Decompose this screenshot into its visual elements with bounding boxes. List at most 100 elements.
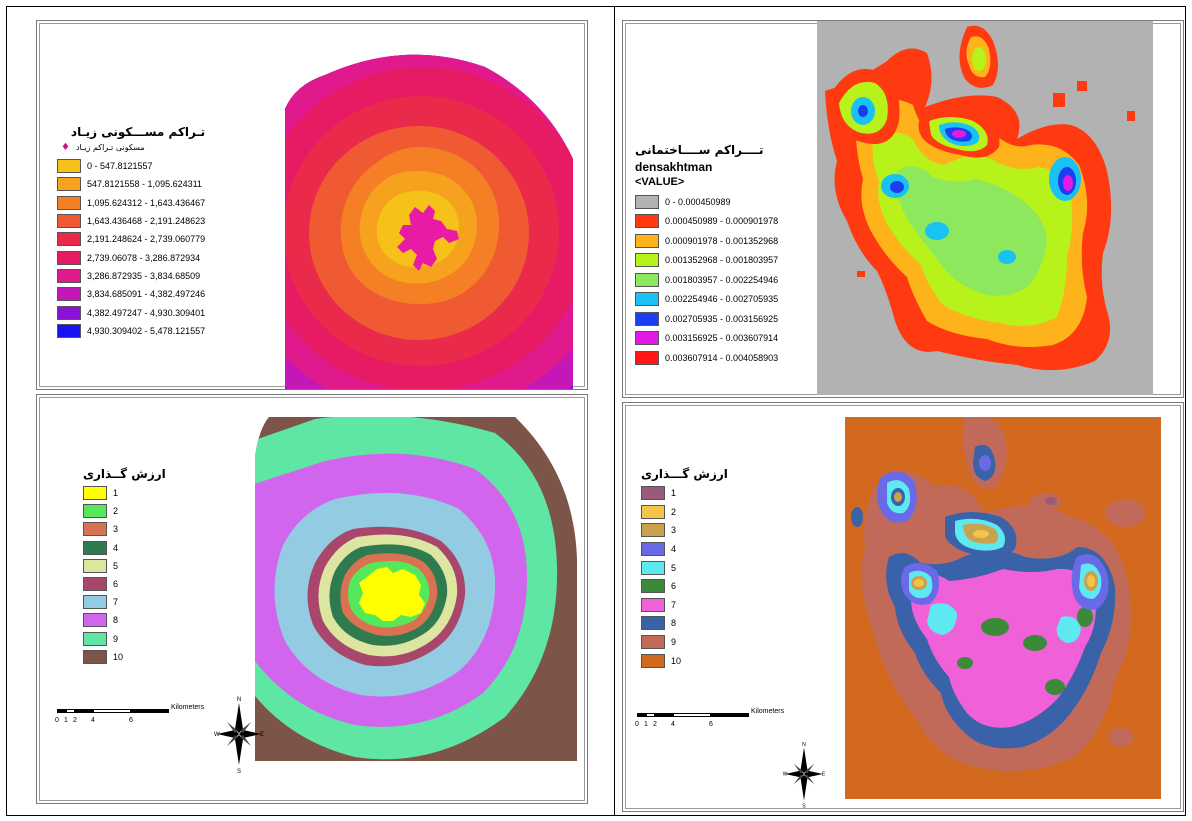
scale-segment [75,709,93,713]
legend-title: ارزش گـــذاری [641,467,728,481]
legend-swatch [83,504,107,519]
legend-label: 0.002705935 - 0.003156925 [665,313,779,324]
scale-unit: Kilometers [751,708,785,715]
legend-swatch [641,542,665,557]
panel-building-density: تــــراکم ســــاختمانی densakhtman <VALU… [622,20,1184,398]
map-valuation-left [255,417,577,761]
legend-swatch [57,287,81,302]
legend-item: 4,382.497247 - 4,930.309401 [57,303,205,321]
legend-item: 9 [83,630,166,648]
legend-label: 0.001352968 - 0.001803957 [665,255,779,266]
legend-item: 3,834.685091 - 4,382.497246 [57,285,205,303]
legend-item: 4,930.309402 - 5,478.121557 [57,322,205,340]
legend-label: 5 [113,560,119,571]
east-label: E [822,772,826,778]
scale-tick-label: 6 [709,721,713,728]
legend-label: 1 [113,488,119,499]
legend-building-density: تــــراکم ســــاختمانی densakhtman <VALU… [635,143,778,368]
legend-item: 2,191.248624 - 2,739.060779 [57,230,205,248]
legend-label: 4 [113,542,119,553]
legend-label: 8 [113,615,119,626]
legend-item: 3,286.872935 - 3,834.68509 [57,267,205,285]
legend-swatch [641,597,665,612]
legend-swatch [83,540,107,555]
legend-swatch [57,250,81,265]
legend-label: 6 [671,581,677,592]
legend-label: 0.003607914 - 0.004058903 [665,352,779,363]
legend-residential-density: تـراکم مســـکونی زیـاد مسکونی تـراکم زیـ… [57,125,205,340]
legend-swatch [57,159,81,174]
legend-item: 0 - 547.8121557 [57,157,205,175]
panel-high-residential-density: تـراکم مســـکونی زیـاد مسکونی تـراکم زیـ… [36,20,588,390]
legend-label: 3,834.685091 - 4,382.497246 [87,289,206,300]
legend-item: 0.000450989 - 0.000901978 [635,212,778,232]
legend-title: ارزش گــذاری [83,467,166,481]
legend-label: 2 [671,506,677,517]
legend-label: 0.001803957 - 0.002254946 [665,274,779,285]
legend-label: 1,643.436468 - 2,191.248623 [87,216,206,227]
legend-item: 5 [641,558,728,577]
legend-label: 10 [671,655,682,666]
legend-swatch [635,214,659,229]
legend-swatch [83,649,107,664]
legend-label: 0 - 0.000450989 [665,196,731,207]
scale-segment [637,713,646,717]
legend-label: 4,930.309402 - 5,478.121557 [87,325,206,336]
legend-marker-label: مسکونی تـراکم زیـاد [75,143,145,152]
scale-segment [655,713,673,717]
legend-swatch [83,631,107,646]
legend-item: 2,739.06078 - 3,286.872934 [57,248,205,266]
legend-label: 1,095.624312 - 1,643.436467 [87,197,206,208]
legend-swatch [641,616,665,631]
legend-item: 3 [641,521,728,540]
legend-swatch [57,268,81,283]
legend-layer-name: densakhtman [635,160,713,174]
panel-inner-frame [39,397,585,801]
legend-item: 10 [641,651,728,670]
west-label: W [783,772,788,778]
legend-item: 8 [641,614,728,633]
map-valuation-right [845,417,1161,799]
legend-items: 1 2 3 4 5 6 7 8 9 10 [641,484,728,670]
north-label: N [237,697,241,703]
scale-tick-label: 6 [129,717,133,724]
south-label: S [802,803,806,809]
legend-item: 0.003607914 - 0.004058903 [635,348,778,368]
diamond-marker-icon: ♦ [61,142,70,153]
west-label: W [214,732,220,738]
legend-swatch [57,323,81,338]
legend-swatch [83,577,107,592]
map-residential-density [285,54,573,389]
legend-swatch [83,558,107,573]
north-arrow-icon: N S W E [214,697,264,775]
scale-tick-label: 0 [635,721,639,728]
legend-swatch [83,486,107,501]
legend-swatch [83,522,107,537]
legend-label: 2,191.248624 - 2,739.060779 [87,234,206,245]
legend-field-name: <VALUE> [635,176,685,188]
legend-item: 3 [83,520,166,538]
legend-item: 547.8121558 - 1,095.624311 [57,175,205,193]
scale-unit: Kilometers [171,704,205,711]
legend-item: 7 [83,593,166,611]
legend-swatch [83,595,107,610]
legend-swatch [635,253,659,268]
legend-swatch [641,653,665,668]
legend-label: 1 [671,488,677,499]
legend-swatch [641,560,665,575]
east-label: E [260,732,264,738]
legend-label: 6 [113,579,119,590]
legend-valuation-left: ارزش گــذاری 1 2 3 4 5 6 7 8 9 10 [83,467,166,666]
legend-item: 0.003156925 - 0.003607914 [635,329,778,349]
scale-segment [711,713,749,717]
legend-label: 0.003156925 - 0.003607914 [665,333,779,344]
legend-label: 7 [113,597,119,608]
legend-label: 0 - 547.8121557 [87,161,153,172]
legend-swatch [635,233,659,248]
legend-swatch [635,194,659,209]
legend-item: 0.001352968 - 0.001803957 [635,251,778,271]
legend-valuation-right: ارزش گـــذاری 1 2 3 4 5 6 7 8 9 10 [641,467,728,670]
legend-item: 1,643.436468 - 2,191.248623 [57,212,205,230]
scale-tick-label: 1 [64,717,68,724]
